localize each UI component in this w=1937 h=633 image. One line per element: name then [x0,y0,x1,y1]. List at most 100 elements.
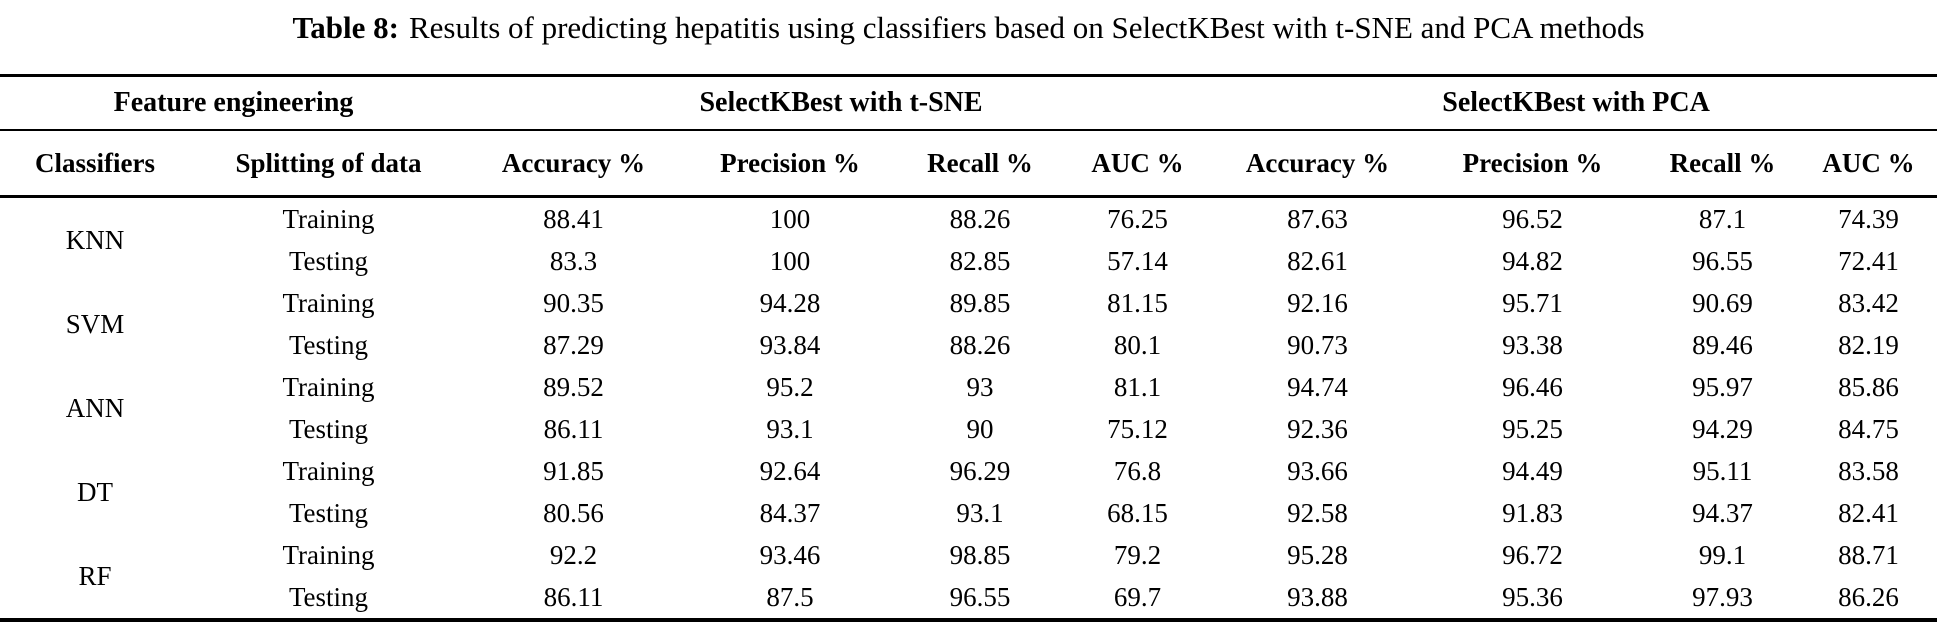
split-cell: Testing [288,497,369,528]
value-cell: 75.12 [1107,413,1168,444]
value-cell: 96.55 [949,581,1011,612]
value-cell: 82.85 [949,245,1011,276]
table-caption: Table 8: Results of predicting hepatitis … [0,0,1937,52]
value-cell: 76.8 [1113,455,1162,486]
value-cell: 92.16 [1287,287,1348,318]
value-cell: 99.1 [1698,539,1747,570]
value-cell: 90.35 [543,287,604,318]
classifier-cell-rf: RF [78,560,112,591]
value-cell: 83.58 [1838,455,1899,486]
value-cell: 94.29 [1692,413,1753,444]
value-cell: 93.1 [956,497,1004,528]
value-cell: 88.26 [949,329,1011,360]
col-header-auc-pca: AUC % [1800,130,1937,198]
value-cell: 95.11 [1692,455,1753,486]
col-header-classifiers: Classifiers [0,130,190,198]
split-cell: Testing [288,329,369,360]
table-row: Testing 86.11 87.5 96.55 69.7 93.88 95.3… [0,576,1937,620]
value-cell: 80.1 [1113,329,1162,360]
col-header-splitting: Splitting of data [190,130,468,198]
table-row: Testing 87.29 93.84 88.26 80.1 90.73 93.… [0,324,1937,366]
value-cell: 97.93 [1692,581,1753,612]
group-header-selectkbest-pca: SelectKBest with PCA [1215,75,1937,131]
value-cell: 94.37 [1692,497,1753,528]
col-header-recall-pca: Recall % [1645,130,1801,198]
value-cell: 95.36 [1502,581,1563,612]
table-caption-label: Table 8: [292,10,399,45]
classifier-cell-dt: DT [77,476,113,507]
value-cell: 87.1 [1698,203,1747,234]
value-cell: 93 [966,371,994,402]
split-cell: Testing [288,413,369,444]
value-cell: 96.55 [1692,245,1753,276]
value-cell: 91.83 [1502,497,1563,528]
value-cell: 96.29 [949,455,1011,486]
classifier-cell-svm: SVM [65,308,125,339]
value-cell: 90 [966,413,994,444]
table-caption-text: Results of predicting hepatitis using cl… [408,10,1645,45]
value-cell: 82.41 [1838,497,1899,528]
value-cell: 74.39 [1838,203,1899,234]
value-cell: 91.85 [543,455,604,486]
value-cell: 68.15 [1107,497,1168,528]
split-cell: Training [282,455,375,486]
split-cell: Training [282,287,375,318]
col-header-precision-pca: Precision % [1420,130,1646,198]
value-cell: 95.71 [1502,287,1563,318]
value-cell: 100 [769,203,811,234]
group-header-row: Feature engineering SelectKBest with t-S… [0,75,1937,131]
value-cell: 80.56 [543,497,604,528]
value-cell: 83.3 [549,245,598,276]
value-cell: 81.15 [1107,287,1168,318]
group-header-feature-engineering: Feature engineering [0,75,468,131]
col-header-precision-tsne: Precision % [680,130,901,198]
value-cell: 76.25 [1107,203,1168,234]
value-cell: 72.41 [1838,245,1899,276]
results-table: Feature engineering SelectKBest with t-S… [0,74,1937,622]
col-header-accuracy-pca: Accuracy % [1215,130,1421,198]
value-cell: 94.82 [1502,245,1563,276]
split-cell: Training [282,203,375,234]
value-cell: 96.52 [1502,203,1563,234]
table-row: SVM Training 90.35 94.28 89.85 81.15 92.… [0,282,1937,339]
value-cell: 90.73 [1287,329,1348,360]
value-cell: 93.66 [1287,455,1348,486]
value-cell: 95.2 [766,371,814,402]
value-cell: 98.85 [949,539,1011,570]
value-cell: 82.61 [1287,245,1348,276]
col-header-recall-tsne: Recall % [900,130,1061,198]
value-cell: 92.36 [1287,413,1348,444]
col-header-accuracy-tsne: Accuracy % [467,130,681,198]
value-cell: 87.29 [543,329,604,360]
value-cell: 93.1 [766,413,814,444]
table-row: RF Training 92.2 93.46 98.85 79.2 95.28 … [0,534,1937,591]
value-cell: 93.46 [759,539,821,570]
split-cell: Testing [288,245,369,276]
value-cell: 86.11 [543,581,604,612]
value-cell: 86.11 [543,413,604,444]
value-cell: 88.41 [543,203,604,234]
value-cell: 96.72 [1502,539,1563,570]
value-cell: 84.37 [759,497,821,528]
value-cell: 94.28 [759,287,821,318]
value-cell: 87.5 [766,581,814,612]
column-header-row: Classifiers Splitting of data Accuracy %… [0,130,1937,198]
value-cell: 79.2 [1113,539,1162,570]
value-cell: 69.7 [1113,581,1162,612]
value-cell: 81.1 [1113,371,1162,402]
value-cell: 83.42 [1838,287,1899,318]
value-cell: 92.58 [1287,497,1348,528]
value-cell: 86.26 [1838,581,1899,612]
split-cell: Training [282,371,375,402]
table-row: Testing 86.11 93.1 90 75.12 92.36 95.25 … [0,408,1937,450]
value-cell: 85.86 [1838,371,1899,402]
value-cell: 96.46 [1502,371,1563,402]
table-row: KNN Training 88.41 100 88.26 76.25 87.63… [0,197,1937,255]
value-cell: 93.38 [1502,329,1563,360]
value-cell: 88.71 [1838,539,1899,570]
group-header-selectkbest-tsne: SelectKBest with t-SNE [467,75,1216,131]
value-cell: 90.69 [1692,287,1753,318]
split-cell: Testing [288,581,369,612]
value-cell: 94.49 [1502,455,1563,486]
